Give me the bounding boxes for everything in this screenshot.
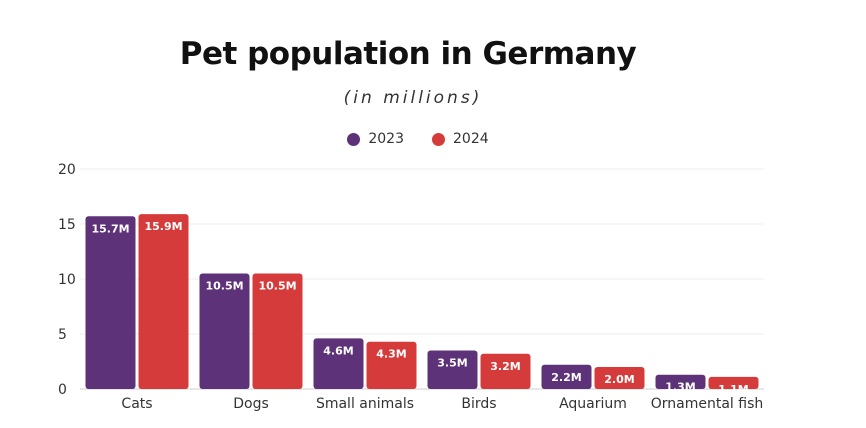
bar-value-label: 4.3M	[376, 348, 406, 361]
y-tick-label: 10	[58, 272, 76, 288]
bar-value-label: 4.6M	[323, 344, 353, 357]
x-category-label: Ornamental fish	[651, 396, 764, 412]
bar-2023-birds	[427, 350, 478, 389]
bar-2024-aquarium	[594, 367, 645, 389]
y-tick-label: 20	[58, 162, 76, 178]
bar-2024-birds	[480, 353, 531, 389]
bar-value-label: 1.1M	[718, 383, 748, 396]
bar-2024-ornamental-fish	[708, 376, 759, 389]
chart-title: Pet population in Germany	[179, 36, 637, 72]
x-category-label: Cats	[121, 396, 152, 412]
bar-value-label: 3.2M	[490, 360, 520, 373]
bar-2024-dogs	[252, 273, 303, 389]
bar-2023-ornamental-fish	[655, 374, 706, 389]
legend: 2023 2024	[0, 131, 836, 147]
bar-value-label: 2.0M	[604, 373, 634, 386]
legend-item-2024: 2024	[432, 131, 489, 147]
legend-label-2023: 2023	[368, 131, 404, 147]
bar-value-label: 2.2M	[551, 371, 581, 384]
bar-2023-dogs	[199, 273, 250, 389]
bar-2023-small-animals	[313, 338, 364, 389]
y-tick-label: 15	[58, 217, 76, 233]
y-tick-label: 0	[58, 382, 67, 398]
legend-swatch-2023	[347, 132, 361, 146]
x-category-label: Aquarium	[559, 396, 627, 412]
bar-value-label: 1.3M	[665, 381, 695, 394]
bar-value-label: 10.5M	[205, 280, 243, 293]
x-category-label: Small animals	[316, 396, 414, 412]
x-category-label: Birds	[461, 396, 496, 412]
legend-swatch-2024	[432, 132, 445, 146]
legend-item-2023: 2023	[347, 131, 404, 147]
bar-value-label: 15.7M	[91, 222, 129, 235]
bar-value-label: 3.5M	[437, 357, 467, 370]
y-tick-label: 5	[58, 327, 67, 343]
chart-subtitle: (in millions)	[343, 88, 483, 108]
bar-value-label: 15.9M	[144, 220, 182, 233]
bar-2024-small-animals	[366, 341, 417, 389]
bar-2024-cats	[138, 214, 189, 389]
bar-value-label: 10.5M	[258, 280, 296, 293]
bar-2023-aquarium	[541, 364, 592, 389]
legend-label-2024: 2024	[453, 131, 489, 147]
bar-2023-cats	[85, 216, 136, 389]
x-category-label: Dogs	[233, 396, 269, 412]
